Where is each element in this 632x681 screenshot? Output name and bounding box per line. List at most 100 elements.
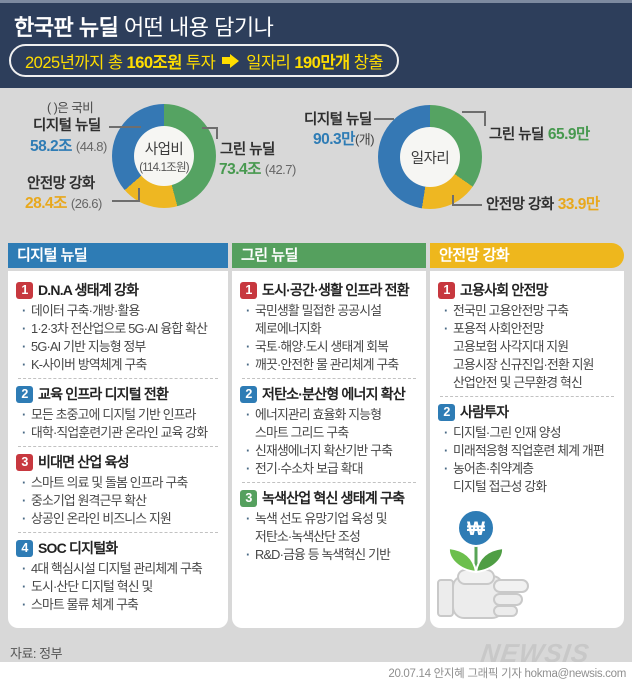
group-title-text: 사람투자 [460,404,509,420]
group-number-badge: 1 [438,282,455,299]
label-digital-jobs: 디지털 뉴딜 [304,112,372,128]
leader-line [112,200,140,202]
list-item: 디지털·그린 인재 양성 [438,424,616,442]
divider [18,378,218,379]
label-safety-budget: 안전망 강화 [27,176,95,192]
donut-center-jobs: 일자리 [400,127,460,187]
page-title-rest: 어떤 내용 담기나 [123,15,274,40]
group-number-badge: 3 [240,490,257,507]
list-item: 4대 핵심시설 디지털 관리체계 구축 [16,560,220,578]
list-item: K-사이버 방역체계 구축 [16,356,220,374]
list-item: 미래적응형 직업훈련 체계 개편 [438,442,616,460]
group-title-text: 저탄소·분산형 에너지 확산 [262,386,406,402]
group-number-badge: 2 [438,404,455,421]
list-item: R&D·금융 등 녹색혁신 기반 [240,546,418,564]
donut-center-title: 일자리 [410,150,450,167]
group-item-list: 국민생활 밀접한 공공시설제로에너지화국토·해양·도시 생태계 회복깨끗·안전한… [240,302,418,374]
group-title: 3 비대면 산업 육성 [16,451,220,473]
group-item-list: 데이터 구축·개방·활용1·2·3차 전산업으로 5G·AI 융합 확산5G·A… [16,302,220,374]
leader-line [138,188,140,202]
list-item: 고용시장 신규진입·전환 지원 [453,357,594,372]
leader-line [216,127,218,139]
group-number-badge: 2 [16,386,33,403]
list-item: 스마트 의료 및 돌봄 인프라 구축 [16,474,220,492]
list-item: 스마트 그리드 구축 [255,425,349,440]
divider [242,378,416,379]
page-title-bold: 한국판 뉴딜 [14,15,124,40]
column-2: 그린 뉴딜 1 도시·공간·생활 인프라 전환국민생활 밀접한 공공시설제로에너지화… [232,243,426,628]
list-item: 제로에너지화 [255,321,322,336]
list-item: 상공인 온라인 비즈니스 지원 [16,510,220,528]
group-item-list: 디지털·그린 인재 양성미래적응형 직업훈련 체계 개편농어촌·취약계층디지털 … [438,424,616,496]
list-item: 산업안전 및 근무환경 혁신 [453,375,583,390]
leader-line [452,204,482,206]
group-number-badge: 1 [240,282,257,299]
won-sprout-hand-illustration: ₩ [437,509,529,619]
leader-line [484,111,486,126]
arrow-right-icon [222,53,240,68]
list-item: 농어촌·취약계층 [438,460,616,478]
group-number-badge: 2 [240,386,257,403]
sprout-icon [447,546,505,574]
group-title-text: SOC 디지털화 [38,540,118,556]
summary-banner: 2025년까지 총 160조원 투자 일자리 190만개 창출 [9,44,400,77]
credit-line: 20.07.14 안지혜 그래픽 기자 hokma@newsis.com [388,668,626,680]
column-header: 디지털 뉴딜 [8,243,228,268]
leader-line [374,118,394,120]
chart-note: ( )은 국비 [47,101,94,115]
column-title: 그린 뉴딜 [241,247,298,264]
column-card: 1 도시·공간·생활 인프라 전환국민생활 밀접한 공공시설제로에너지화국토·해양… [232,271,426,628]
group-title: 2 사람투자 [438,401,616,423]
column-title: 디지털 뉴딜 [17,247,88,264]
value-green-budget: 73.4조 (42.7) [219,161,296,178]
banner-text: 일자리 [246,53,291,72]
group-title: 1 D.N.A 생태계 강화 [16,279,220,301]
column-header: 그린 뉴딜 [232,243,426,268]
list-item: 디지털 접근성 강화 [453,479,547,494]
list-item: 1·2·3차 전산업으로 5G·AI 융합 확산 [16,320,220,338]
group-item-list: 스마트 의료 및 돌봄 인프라 구축중소기업 원격근무 확산상공인 온라인 비즈… [16,474,220,528]
group-number-badge: 1 [16,282,33,299]
won-coin-icon: ₩ [457,509,495,547]
page-title: 한국판 뉴딜 어떤 내용 담기나 [14,10,274,42]
group-title: 3 녹색산업 혁신 생태계 구축 [240,487,418,509]
list-item: 스마트 물류 체계 구축 [16,596,220,614]
list-item: 전국민 고용안전망 구축 [438,302,616,320]
donut-chart-budget: 사업비 (114.1조원) [112,104,216,208]
group-title: 1 도시·공간·생활 인프라 전환 [240,279,418,301]
column-card: 1 D.N.A 생태계 강화데이터 구축·개방·활용1·2·3차 전산업으로 5G… [8,271,228,628]
donut-center-sub: (114.1조원) [139,161,189,174]
label-safety-jobs: 안전망 강화 33.9만 [486,196,600,213]
divider [242,482,416,483]
list-item: 중소기업 원격근무 확산 [16,492,220,510]
fist-icon [437,569,529,619]
banner-text: 투자 [185,53,216,72]
divider [18,532,218,533]
group-title: 4 SOC 디지털화 [16,537,220,559]
group-number-badge: 4 [16,540,33,557]
list-item: 전기·수소차 보급 확대 [240,460,418,478]
group-title-text: 녹색산업 혁신 생태계 구축 [262,490,405,506]
list-item: 녹색 선도 유망기업 육성 및 [240,510,418,528]
column-header: 안전망 강화 [430,243,624,268]
list-item: 대학·직업훈련기관 온라인 교육 강화 [16,424,220,442]
divider [18,446,218,447]
banner-text: 창출 [353,53,384,72]
list-item: 포용적 사회안전망 [438,320,616,338]
leader-line [109,126,141,128]
list-item: 국토·해양·도시 생태계 회복 [240,338,418,356]
banner-text: 2025년까지 총 [25,53,123,72]
footer-strip [0,662,632,681]
list-item: 에너지관리 효율화 지능형 [240,406,418,424]
list-item: 도시·산단 디지털 혁신 및 [16,578,220,596]
leader-line [202,127,218,129]
list-item: 모든 초중고에 디지털 기반 인프라 [16,406,220,424]
list-item: 신재생에너지 확산기반 구축 [240,442,418,460]
group-title-text: 도시·공간·생활 인프라 전환 [262,282,410,298]
won-symbol: ₩ [467,519,485,540]
divider [440,396,614,397]
group-title-text: 교육 인프라 디지털 전환 [38,386,169,402]
group-title: 2 교육 인프라 디지털 전환 [16,383,220,405]
